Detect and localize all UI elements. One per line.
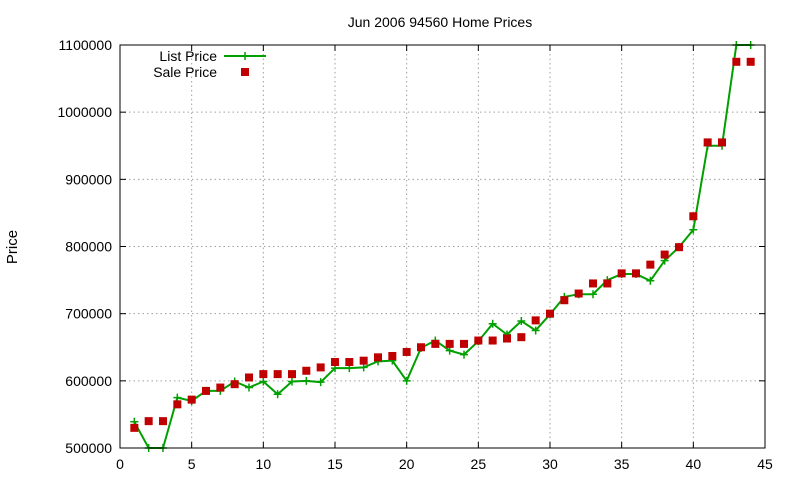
list-price-point bbox=[245, 383, 253, 392]
list-price-line bbox=[133, 44, 751, 449]
sale-price-point bbox=[288, 370, 296, 379]
sale-price-point bbox=[660, 250, 669, 259]
list-price-point bbox=[259, 377, 268, 386]
sale-price-point bbox=[187, 395, 196, 404]
x-tick-label: 25 bbox=[471, 456, 487, 472]
sale-price-point bbox=[746, 57, 755, 66]
sale-price-point bbox=[173, 400, 182, 409]
x-tick-label: 0 bbox=[116, 456, 124, 472]
sale-price-point bbox=[345, 358, 354, 367]
y-tick-label: 500000 bbox=[65, 440, 112, 456]
sale-price-point bbox=[202, 386, 210, 395]
list-price-point bbox=[460, 350, 468, 359]
list-price-point bbox=[488, 319, 497, 328]
sale-price-point bbox=[402, 347, 411, 356]
legend-marker-sale-price bbox=[241, 68, 249, 76]
list-price-point bbox=[359, 363, 368, 372]
x-tick-label: 20 bbox=[399, 456, 415, 472]
x-tick-label: 15 bbox=[327, 456, 343, 472]
list-price-point bbox=[589, 290, 597, 299]
chart-title: Jun 2006 94560 Home Prices bbox=[348, 14, 532, 30]
list-price-point bbox=[531, 326, 540, 335]
ticks-layer: 0 5 10 15 20 25 30 35 40 45 500000 600000 700000 8000… bbox=[57, 37, 773, 472]
sale-price-point bbox=[130, 423, 139, 432]
sale-price-point bbox=[603, 279, 612, 288]
sale-price-point bbox=[488, 336, 497, 345]
sale-price-point bbox=[574, 289, 583, 298]
sale-price-point bbox=[216, 383, 225, 392]
sale-price-point bbox=[617, 269, 626, 278]
sale-price-point bbox=[259, 370, 268, 379]
sale-price-point bbox=[460, 339, 468, 348]
sale-price-point bbox=[331, 358, 339, 367]
sale-price-point bbox=[388, 351, 397, 360]
list-price-point bbox=[689, 225, 698, 234]
legend-marker-list-price bbox=[241, 52, 249, 60]
sale-price-point bbox=[732, 57, 741, 66]
list-price-point bbox=[517, 317, 526, 326]
sale-price-point bbox=[144, 417, 153, 426]
sale-price-point bbox=[359, 356, 368, 365]
x-tick-label: 35 bbox=[614, 456, 630, 472]
legend-label-list-price: List Price bbox=[159, 48, 217, 64]
sale-price-point bbox=[703, 138, 712, 147]
sale-price-point bbox=[503, 334, 511, 343]
sale-price-point bbox=[316, 363, 325, 372]
y-tick-label: 800000 bbox=[65, 239, 112, 255]
x-tick-label: 10 bbox=[256, 456, 272, 472]
list-price-point bbox=[288, 377, 296, 386]
sale-price-point bbox=[546, 309, 554, 318]
y-axis-label: Price bbox=[4, 230, 21, 264]
sale-price-point bbox=[589, 279, 597, 288]
sale-price-point bbox=[431, 339, 440, 348]
list-price-point bbox=[273, 390, 282, 399]
sale-price-point bbox=[230, 380, 239, 389]
sale-price-point bbox=[675, 243, 683, 252]
y-tick-label: 1000000 bbox=[57, 104, 112, 120]
sale-price-point bbox=[445, 339, 454, 348]
list-price-point bbox=[445, 346, 454, 355]
sale-price-point bbox=[646, 260, 655, 269]
legend-label-sale-price: Sale Price bbox=[153, 64, 217, 80]
x-tick-label: 5 bbox=[188, 456, 196, 472]
y-tick-label: 600000 bbox=[65, 373, 112, 389]
y-tick-label: 700000 bbox=[65, 306, 112, 322]
x-tick-label: 40 bbox=[686, 456, 702, 472]
list-price-point bbox=[173, 393, 182, 402]
x-tick-label: 45 bbox=[757, 456, 773, 472]
sale-price-point bbox=[560, 296, 569, 305]
list-price-point bbox=[646, 276, 655, 285]
sale-price-point bbox=[302, 366, 311, 375]
y-tick-label: 1100000 bbox=[59, 37, 113, 53]
sale-price-point bbox=[531, 316, 540, 325]
sale-price-point bbox=[159, 417, 167, 426]
x-tick-label: 30 bbox=[542, 456, 558, 472]
sale-price-point bbox=[632, 269, 640, 278]
series-layer bbox=[130, 41, 755, 452]
sale-price-point bbox=[374, 353, 382, 362]
sale-price-point bbox=[417, 343, 425, 352]
list-price-point bbox=[302, 376, 311, 385]
sale-price-point bbox=[689, 212, 698, 221]
y-tick-label: 900000 bbox=[65, 171, 112, 187]
sale-price-point bbox=[718, 138, 726, 147]
sale-price-point bbox=[273, 370, 282, 379]
sale-price-point bbox=[474, 336, 483, 345]
list-price-point bbox=[316, 378, 325, 387]
sale-price-point bbox=[517, 333, 526, 342]
sale-price-point bbox=[245, 373, 253, 382]
list-price-point bbox=[402, 376, 411, 385]
plot-frame bbox=[119, 44, 766, 449]
